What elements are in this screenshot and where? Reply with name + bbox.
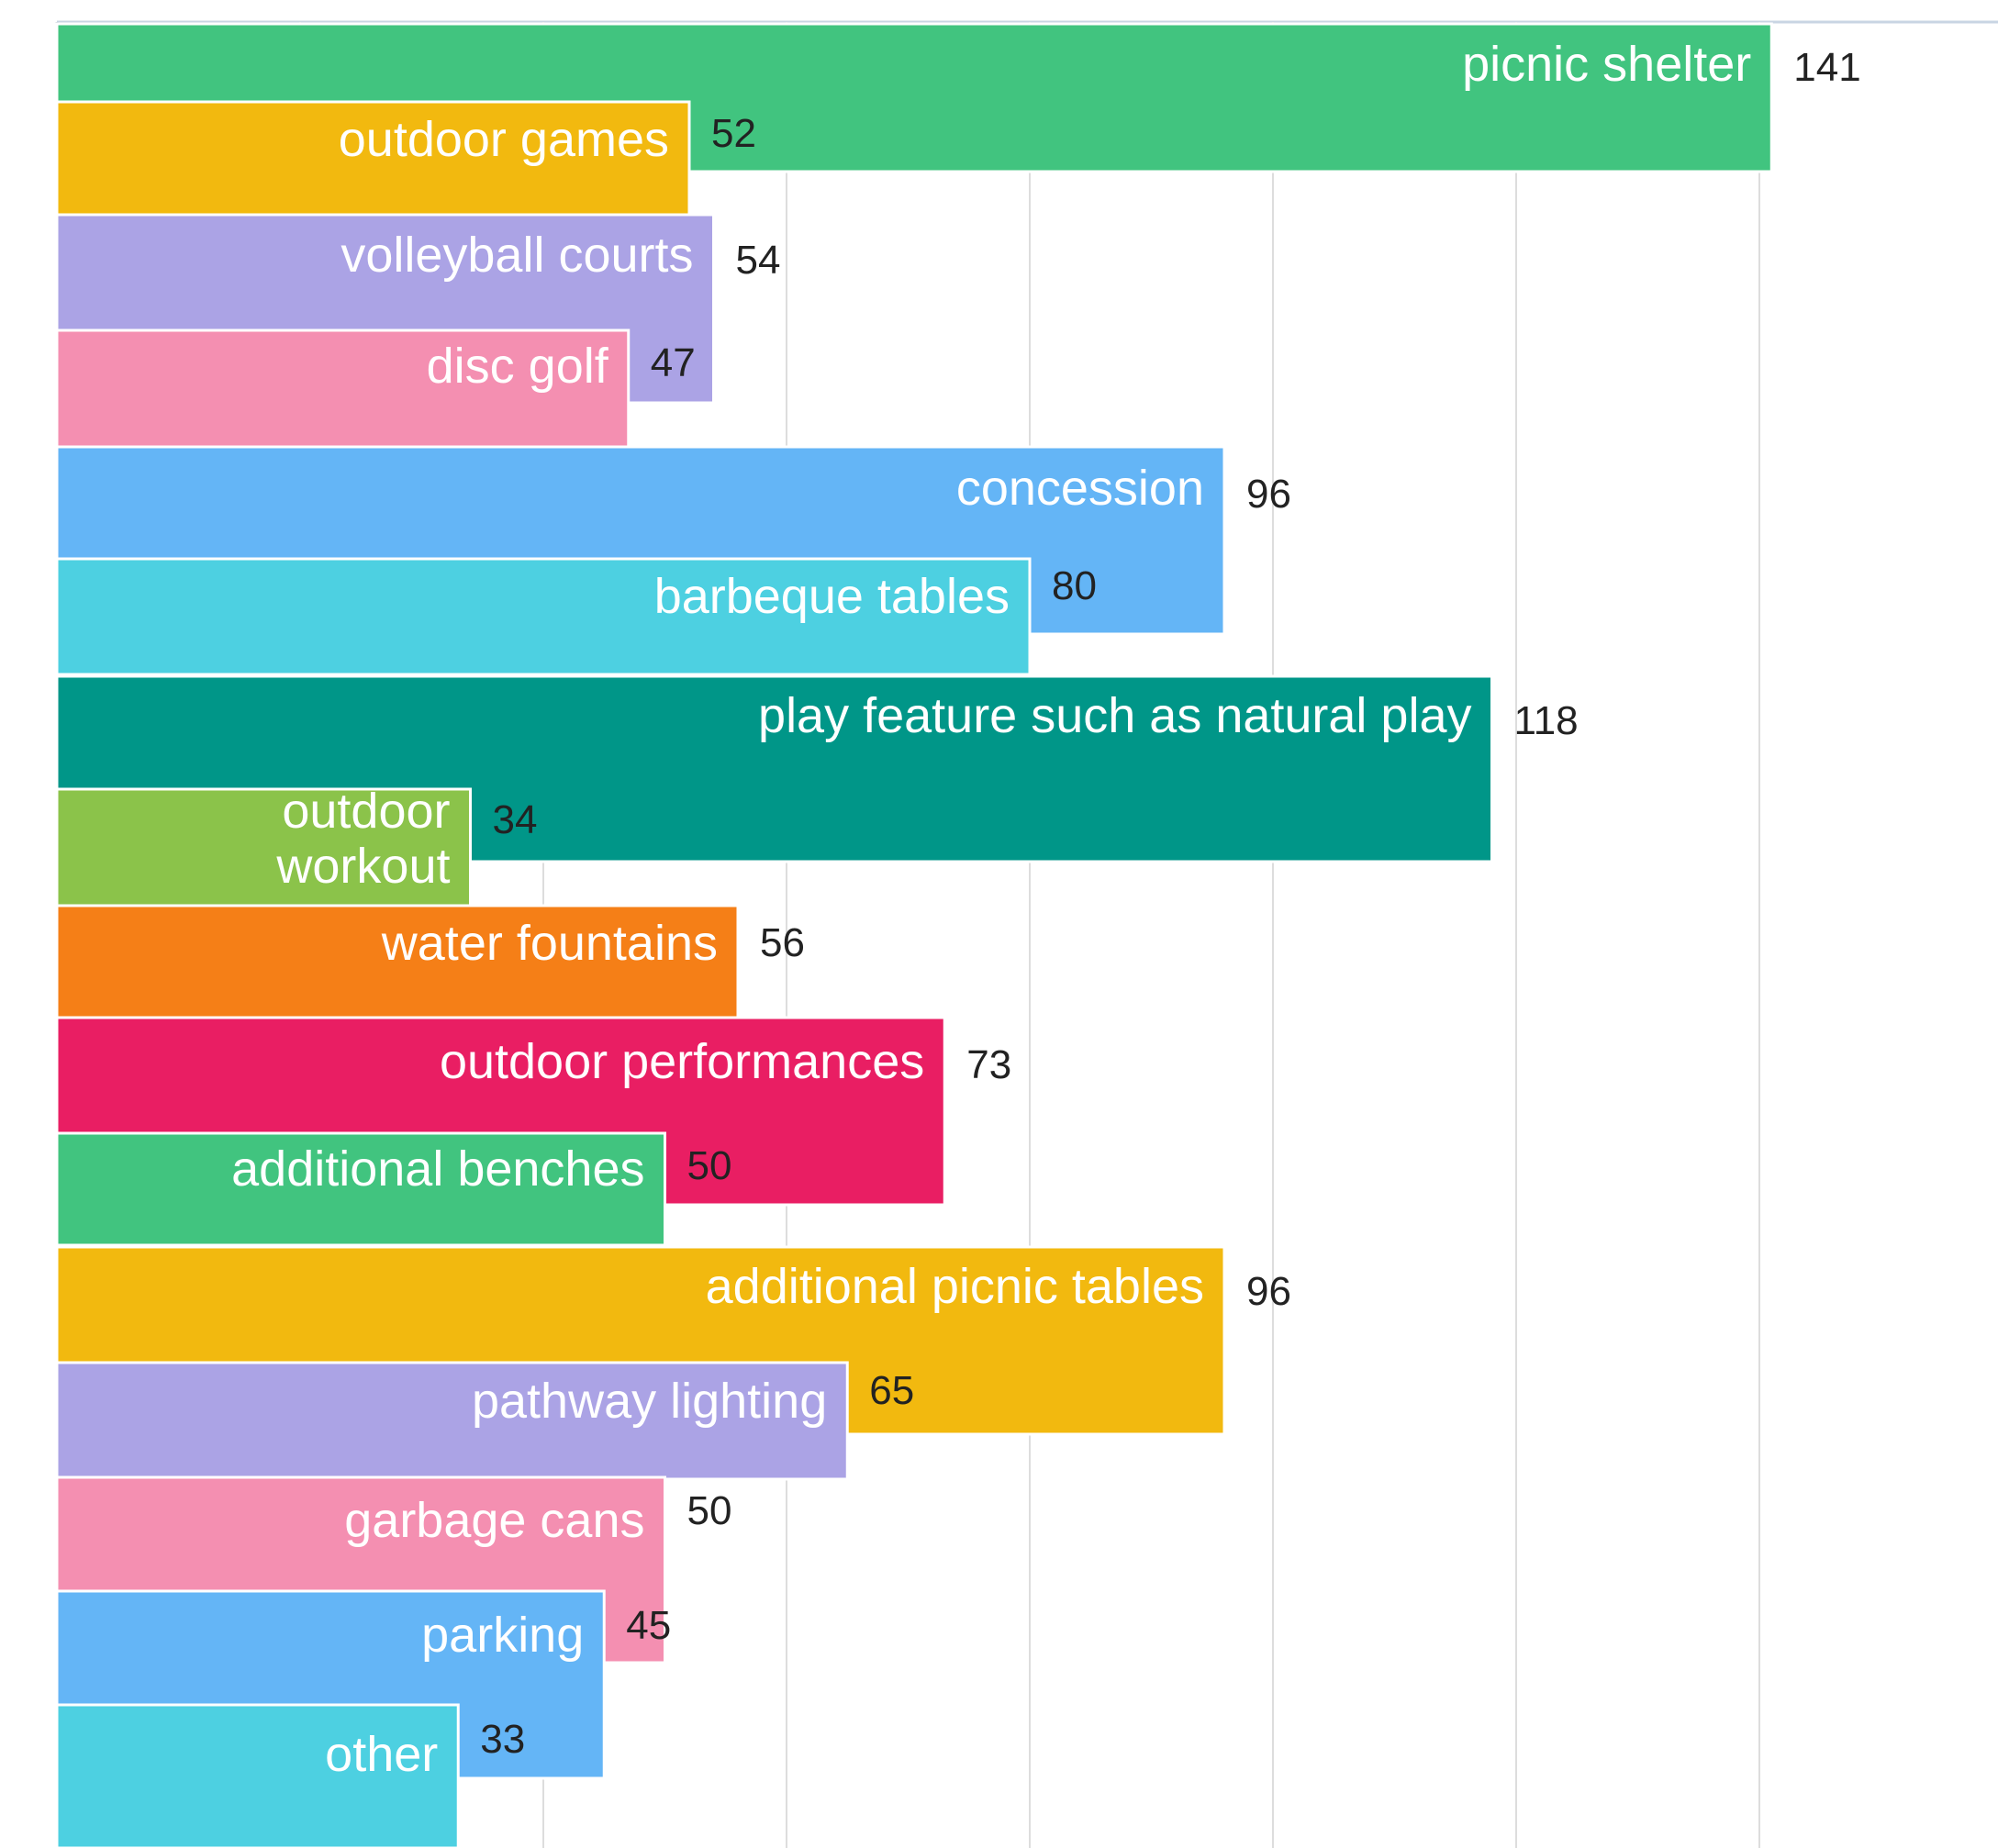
bar-additional-benches <box>55 1131 666 1247</box>
category-label: barbeque tables <box>654 569 1010 624</box>
bar-pathway-lighting <box>55 1361 849 1481</box>
value-label: 54 <box>736 238 781 283</box>
value-label: 56 <box>760 920 805 965</box>
category-label: additional picnic tables <box>706 1259 1204 1314</box>
category-label: water fountains <box>381 916 718 971</box>
category-label: other <box>325 1727 438 1782</box>
value-label: 47 <box>651 340 696 385</box>
value-label: 50 <box>687 1143 732 1188</box>
value-label: 33 <box>480 1717 525 1762</box>
category-label: additional benches <box>231 1141 644 1197</box>
value-label: 96 <box>1246 472 1291 517</box>
bars <box>55 22 1773 1848</box>
category-label: outdoor games <box>339 112 669 167</box>
category-label: parking <box>421 1608 584 1663</box>
category-label: outdoor workout <box>275 784 450 894</box>
bar-other <box>55 1703 460 1848</box>
category-label: concession <box>956 461 1204 516</box>
bar-outdoor-workout <box>55 787 472 907</box>
value-label: 73 <box>966 1042 1011 1087</box>
value-label: 50 <box>687 1488 732 1533</box>
value-label: 118 <box>1514 698 1579 743</box>
labels: picnic shelter 141 outdoor games 52 volleyba… <box>231 37 1861 1782</box>
value-label: 45 <box>626 1603 671 1648</box>
category-label: garbage cans <box>344 1493 644 1548</box>
value-label: 96 <box>1246 1269 1291 1314</box>
value-label: 141 <box>1793 45 1860 90</box>
category-label: play feature such as natural play <box>758 688 1471 743</box>
value-label: 52 <box>711 111 756 156</box>
category-label: picnic shelter <box>1462 37 1751 92</box>
category-label: disc golf <box>427 339 609 394</box>
bar-barbeque-tables <box>55 557 1032 676</box>
category-label: pathway lighting <box>472 1374 827 1429</box>
category-label: outdoor performances <box>440 1034 924 1089</box>
category-label: volleyball courts <box>340 228 693 283</box>
value-label: 65 <box>869 1368 914 1413</box>
value-label: 34 <box>493 797 538 842</box>
value-label: 80 <box>1052 563 1097 608</box>
bar-water-fountains <box>55 904 740 1019</box>
